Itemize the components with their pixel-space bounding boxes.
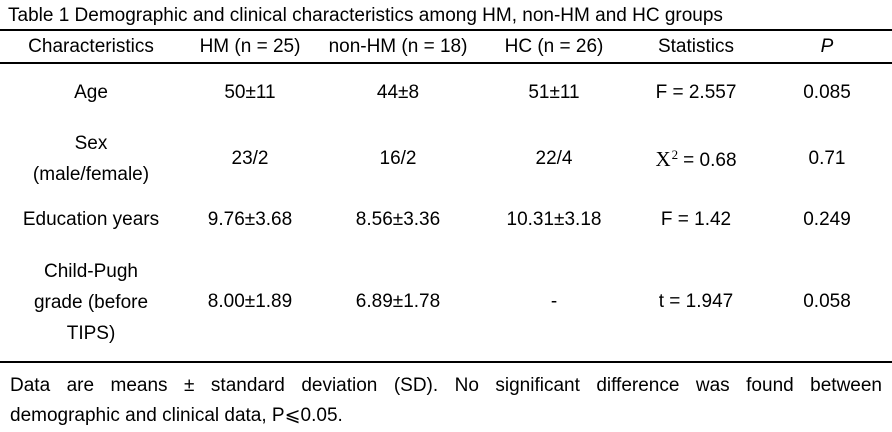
cell-age-statistic: F = 2.557	[655, 81, 737, 103]
cell-sex-statistic: X2 = 0.68	[630, 121, 762, 197]
header-hc-group: HC (n = 26)	[478, 31, 630, 64]
header-hm-group: HM (n = 25)	[182, 31, 318, 64]
cell-education-non-hm: 8.56±3.36	[355, 209, 441, 230]
header-characteristics: Characteristics	[0, 31, 182, 64]
cell-education-hc: 10.31±3.18	[506, 209, 602, 230]
cell-age-non-hm: 44±8	[376, 81, 420, 103]
header-statistics: Statistics	[630, 31, 762, 64]
header-p-value: P	[762, 31, 892, 64]
cell-education-label: Education years	[22, 209, 160, 230]
cell-sex-p: 0.71	[808, 148, 846, 169]
cell-sex-non-hm: 16/2	[379, 148, 417, 169]
footnote-line2: demographic and clinical data, P⩽0.05.	[10, 405, 343, 426]
sex-label-line1: Sex	[74, 133, 108, 154]
child-pugh-label-line1: Child-Pugh	[44, 260, 138, 282]
chi-square-value: = 0.68	[683, 149, 737, 171]
cell-age-label: Age	[74, 81, 108, 103]
cell-sex-hc: 22/4	[535, 148, 573, 169]
cell-sex-hm: 23/2	[231, 148, 269, 169]
table-row-child-pugh: Child-Pugh grade (before TIPS) 8.00±1.89…	[0, 243, 892, 363]
cell-child-pugh-label: Child-Pugh grade (before TIPS)	[0, 243, 182, 363]
cell-child-pugh-statistic: t = 1.947	[630, 243, 762, 363]
cell-child-pugh-non-hm: 6.89±1.78	[318, 243, 478, 363]
sex-label-line2: (male/female)	[32, 164, 150, 185]
table-row-age: Age 50±11 44±8 51±11 F = 2.557 0.085	[0, 63, 892, 121]
cell-education-hm: 9.76±3.68	[207, 209, 293, 230]
chi-square-superscript: 2	[671, 146, 679, 162]
table-title: Table 1 Demographic and clinical charact…	[0, 0, 892, 31]
cell-child-pugh-hc: -	[478, 243, 630, 363]
table-row-education: Education years 9.76±3.68 8.56±3.36 10.3…	[0, 197, 892, 243]
cell-education-statistic: F = 1.42	[660, 209, 732, 230]
child-pugh-label-line2: grade (before	[33, 291, 149, 313]
child-pugh-label-line3: TIPS)	[66, 322, 116, 344]
cell-child-pugh-hm: 8.00±1.89	[182, 243, 318, 363]
cell-education-p: 0.249	[803, 209, 851, 230]
cell-child-pugh-p: 0.058	[762, 243, 892, 363]
header-row: Characteristics HM (n = 25) non-HM (n = …	[0, 31, 892, 64]
cell-age-hm: 50±11	[224, 81, 276, 103]
cell-age-hc: 51±11	[528, 81, 580, 103]
chi-square-symbol: X	[655, 146, 671, 171]
demographics-table: Characteristics HM (n = 25) non-HM (n = …	[0, 31, 892, 363]
footnote-line1: Data are means ± standard deviation (SD)…	[10, 375, 882, 396]
cell-age-p: 0.085	[803, 81, 851, 103]
table-row-sex: Sex (male/female) 23/2 16/2 22/4 X2 = 0.6…	[0, 121, 892, 197]
table-footnote: Data are means ± standard deviation (SD)…	[0, 363, 892, 431]
cell-sex-label: Sex (male/female)	[0, 121, 182, 197]
header-non-hm-group: non-HM (n = 18)	[318, 31, 478, 64]
